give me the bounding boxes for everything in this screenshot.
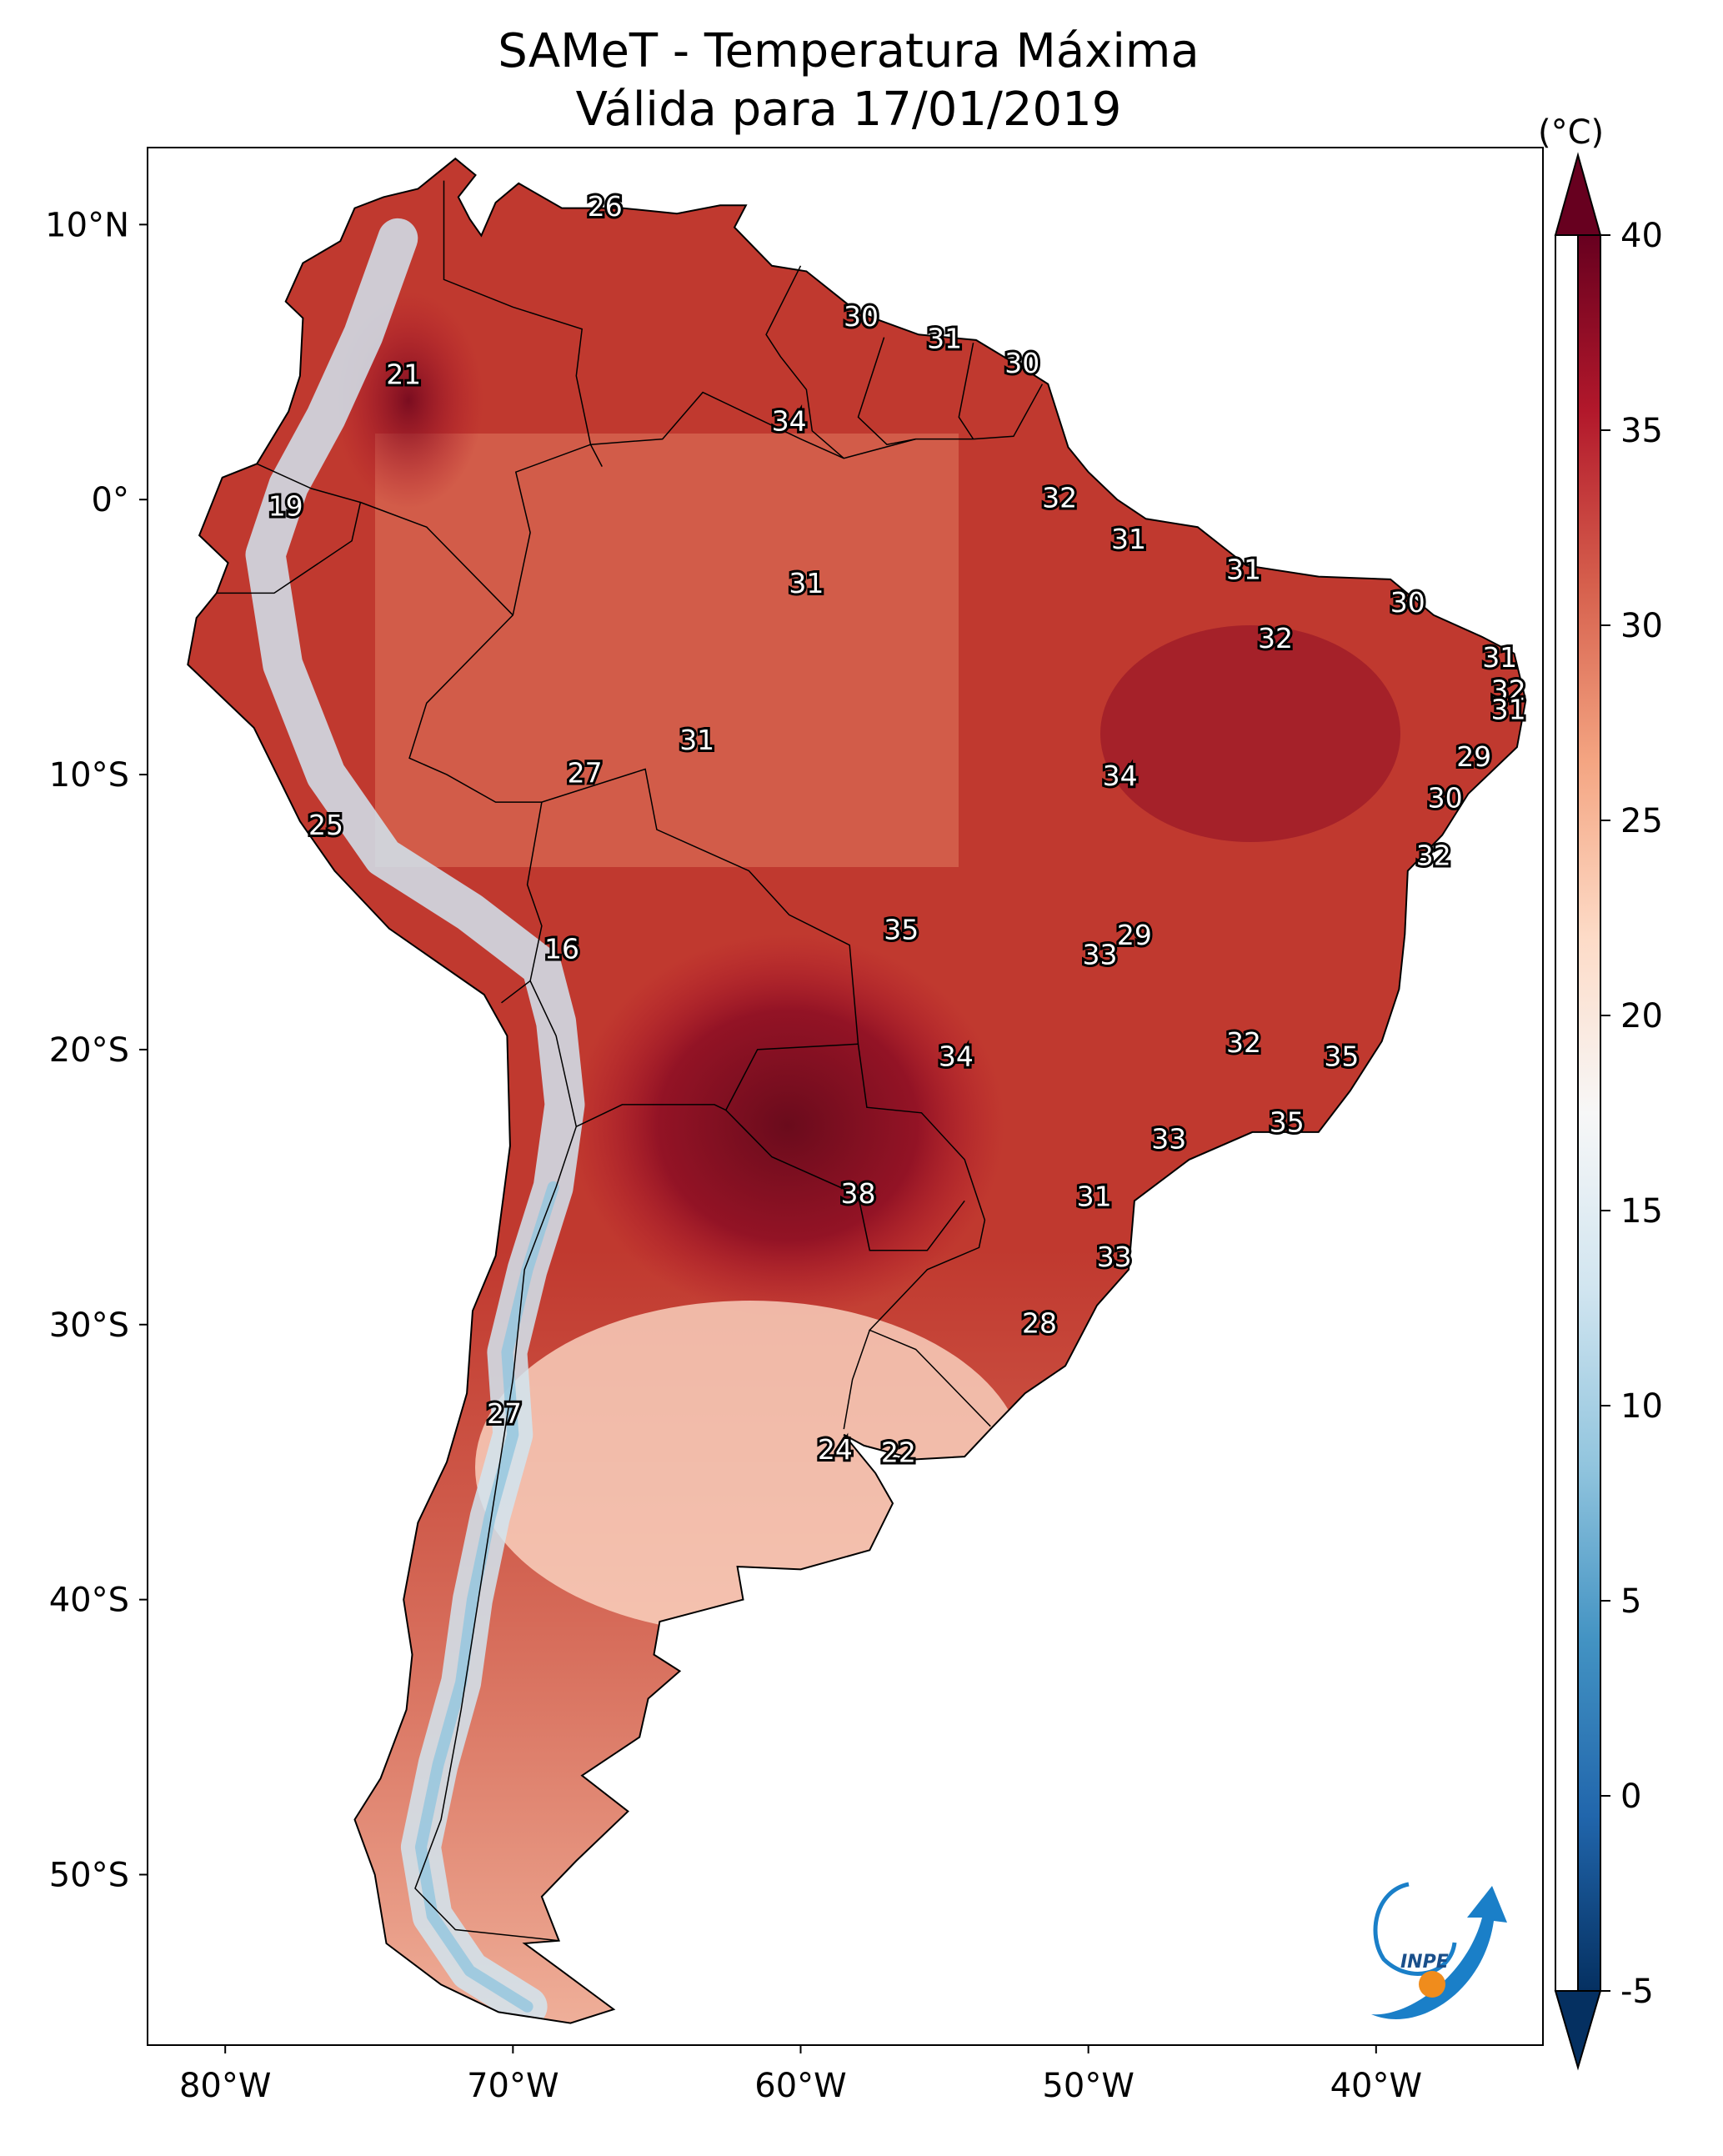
inpe-logo: INPE [1371, 1882, 1507, 2020]
colorbar-top-arrow [1554, 152, 1602, 236]
temperature-value-label: 31 [1111, 523, 1146, 555]
temperature-value-label: 29 [1456, 740, 1491, 773]
country-border [360, 501, 513, 616]
temperature-value-label: 28 [1022, 1306, 1057, 1339]
logo-text: INPE [1400, 1952, 1449, 1973]
colorbar-tick-label: -5 [1620, 1973, 1654, 2011]
temperature-value-label: 35 [1324, 1040, 1359, 1072]
country-border [216, 463, 362, 594]
temperature-value-label: 32 [1416, 840, 1451, 872]
colorbar-unit-label: (°C) [1538, 113, 1604, 152]
colorbar-tick-label: 0 [1620, 1777, 1641, 1816]
temperature-value-label: 31 [789, 567, 824, 599]
lat-tick-label: 50°S [49, 1856, 129, 1894]
lon-tick-label: 40°W [1330, 2067, 1422, 2105]
map-title-line1: SAMeT - Temperatura Máxima [498, 24, 1200, 78]
temperature-value-label: 35 [1270, 1106, 1305, 1139]
lat-tick-label: 10°N [45, 206, 129, 244]
colorbar-tick-label: 5 [1620, 1582, 1641, 1621]
coastline [187, 157, 1527, 2024]
colorbar-tick-label: 25 [1620, 802, 1663, 840]
temperature-value-label: 31 [1226, 554, 1261, 586]
temperature-value-label: 31 [1491, 694, 1526, 726]
colorbar-tick-label: 10 [1620, 1387, 1663, 1426]
temperature-value-label: 30 [1004, 347, 1039, 379]
temperature-value-label: 31 [679, 724, 714, 756]
temperature-value-label: 33 [1097, 1241, 1132, 1273]
lon-tick-label: 70°W [467, 2067, 558, 2105]
country-border [765, 265, 844, 459]
colorbar-bottom-arrow [1554, 1990, 1602, 2071]
axis-ticks: 10°N 0° 10°S 20°S 30°S 40°S 50°S 80°W 70°W 60°W 50… [45, 206, 1422, 2105]
temperature-value-label: 31 [1482, 641, 1517, 674]
lat-tick-label: 10°S [49, 756, 129, 795]
country-border [408, 384, 1044, 1427]
temperature-value-label: 32 [1491, 674, 1526, 707]
lat-tick-label: 40°S [49, 1582, 129, 1620]
lon-tick-label: 80°W [179, 2067, 271, 2105]
temperature-value-label: 32 [1226, 1026, 1261, 1059]
temperature-value-label: 35 [884, 914, 919, 946]
temperature-value-label: 29 [1117, 919, 1152, 951]
temperature-value-label: 34 [772, 404, 807, 437]
temperature-value-label: 22 [881, 1436, 916, 1468]
colorbar-tick-label: 35 [1620, 412, 1663, 450]
lon-tick-label: 60°W [754, 2067, 846, 2105]
lat-tick-label: 0° [92, 481, 129, 519]
temperature-value-label: 21 [386, 358, 421, 390]
country-border [529, 980, 859, 1128]
country-border [725, 1109, 965, 1251]
colorbar-frame [1555, 234, 1601, 1992]
temperature-value-label: 30 [1390, 586, 1425, 619]
colorbar-ticks: 40 35 30 25 20 15 10 5 0 -5 [1600, 217, 1663, 2011]
country-border [958, 343, 974, 440]
lon-tick-label: 50°W [1042, 2067, 1134, 2105]
colorbar [1577, 234, 1601, 1992]
colorbar-tick-label: 15 [1620, 1192, 1663, 1231]
colorbar-tick-label: 20 [1620, 997, 1663, 1035]
amazon-warm-zone [375, 434, 959, 867]
country-border [501, 801, 543, 1004]
map-frame [147, 147, 1544, 2046]
hotspot-paraguay [571, 934, 1004, 1317]
temperature-value-label: 24 [818, 1433, 853, 1466]
colorbar-tick-label: 40 [1620, 217, 1663, 255]
country-border [843, 1330, 871, 1430]
lat-tick-label: 20°S [49, 1031, 129, 1070]
temperature-value-label: 34 [1103, 760, 1138, 792]
temperature-value-label: 38 [841, 1177, 876, 1210]
temperature-value-label: 32 [1258, 622, 1293, 654]
temperature-value-label: 30 [1428, 781, 1463, 814]
country-borders [216, 180, 1044, 1942]
temperature-value-label: 26 [588, 190, 623, 223]
temperature-value-label: 16 [544, 933, 579, 965]
temperature-value-label: 32 [1042, 482, 1077, 514]
temperature-value-label: 30 [844, 300, 879, 333]
country-border [857, 337, 916, 446]
temperature-value-label: 33 [1083, 938, 1118, 970]
logo-orbit-icon [1373, 1882, 1457, 1976]
temperature-value-label: 27 [568, 757, 603, 790]
temperature-value-label: 19 [268, 490, 303, 523]
country-border [414, 1126, 578, 1942]
logo-sun-icon [1419, 1971, 1445, 1998]
hotspot-northeast [1100, 625, 1400, 842]
lat-tick-label: 30°S [49, 1306, 129, 1345]
temperature-value-label: 34 [939, 1040, 974, 1072]
temperature-value-label: 33 [1151, 1122, 1186, 1155]
temperature-value-label: 27 [487, 1397, 522, 1430]
temperature-value-label: 31 [927, 322, 962, 354]
andes-cold-core [414, 1181, 559, 2013]
colorbar-tick-label: 30 [1620, 607, 1663, 645]
temperature-value-label: 31 [1077, 1181, 1112, 1213]
temperature-value-label: 25 [308, 809, 343, 841]
map-title-line2: Válida para 17/01/2019 [576, 83, 1122, 137]
